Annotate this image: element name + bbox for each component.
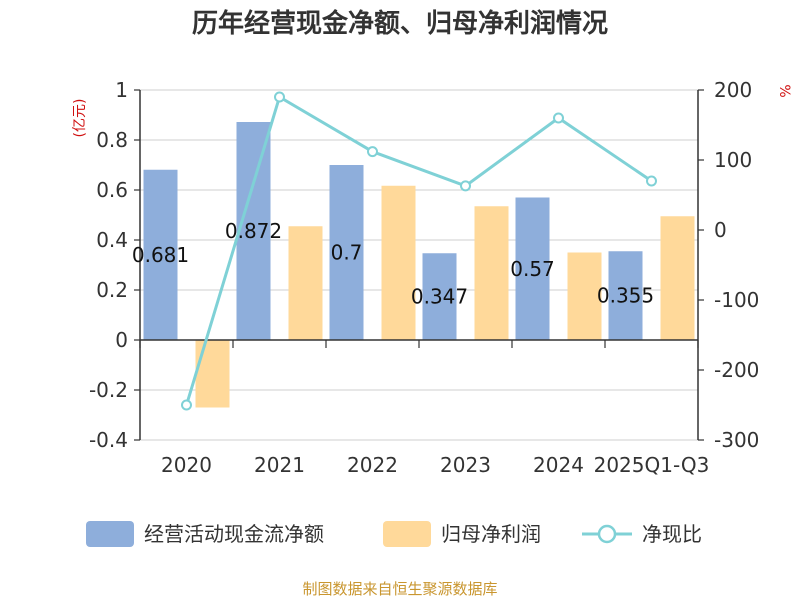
legend-label-ratio: 净现比	[642, 522, 702, 546]
legend-marker-ratio	[597, 524, 617, 544]
bars-group	[143, 122, 695, 408]
bar-parent-net-profit	[474, 206, 509, 340]
left-y-axis: 1 0.8 0.6 0.4 0.2 0 -0.2 -0.4	[89, 78, 141, 452]
bar-value-label: 0.57	[510, 257, 555, 281]
legend-swatch-operating-cash-flow	[86, 521, 134, 547]
legend: 经营活动现金流净额 归母净利润 净现比	[86, 521, 702, 547]
bar-parent-net-profit	[195, 340, 230, 408]
x-tick-label: 2021	[254, 453, 305, 477]
ratio-point	[553, 112, 564, 124]
ratio-point	[460, 180, 471, 192]
bar-value-label: 0.681	[132, 243, 189, 267]
right-tick-label: 0	[714, 218, 727, 242]
x-tick-label: 2024	[533, 453, 584, 477]
bar-operating-cash-flow	[422, 253, 457, 340]
bar-operating-cash-flow	[515, 197, 550, 340]
bar-value-label: 0.355	[597, 284, 654, 308]
x-tick-label: 2025Q1-Q3	[594, 453, 710, 477]
left-tick-label: 0.6	[96, 178, 128, 202]
legend-label-operating-cash-flow: 经营活动现金流净额	[144, 522, 324, 546]
legend-label-parent-net-profit: 归母净利润	[441, 522, 541, 546]
left-tick-label: 0.2	[96, 278, 128, 302]
right-tick-label: -200	[714, 358, 759, 382]
left-axis-unit: (亿元)	[72, 99, 88, 138]
left-tick-label: 0.4	[96, 228, 128, 252]
bar-operating-cash-flow	[329, 165, 364, 340]
bar-parent-net-profit	[381, 185, 416, 340]
ratio-point	[367, 146, 378, 158]
bar-parent-net-profit	[660, 216, 695, 340]
right-tick-label: 200	[714, 78, 752, 102]
bar-operating-cash-flow	[236, 122, 271, 340]
ratio-line	[185, 94, 653, 406]
ratio-point	[181, 399, 192, 411]
right-tick-label: 100	[714, 148, 752, 172]
bar-parent-net-profit	[567, 252, 602, 340]
left-tick-label: -0.2	[89, 378, 128, 402]
bar-operating-cash-flow	[608, 251, 643, 340]
ratio-point	[274, 91, 285, 103]
left-tick-label: 0.8	[96, 128, 128, 152]
right-tick-label: -100	[714, 288, 759, 312]
right-y-axis: 200 100 0 -100 -200 -300	[697, 78, 759, 452]
left-tick-label: 1	[115, 78, 128, 102]
bar-value-label: 0.872	[225, 219, 282, 243]
ratio-line-group	[181, 91, 657, 411]
left-tick-label: 0	[115, 328, 128, 352]
x-axis: 2020 2021 2022 2023 2024 2025Q1-Q3	[139, 339, 710, 477]
source-note: 制图数据来自恒生聚源数据库	[302, 580, 497, 598]
chart-title: 历年经营现金净额、归母净利润情况	[192, 8, 608, 39]
bar-parent-net-profit	[288, 226, 323, 340]
ratio-point	[646, 175, 657, 187]
bar-value-label: 0.7	[331, 241, 363, 265]
x-tick-label: 2022	[347, 453, 398, 477]
data-labels-group: 0.681 0.872 0.7 0.347 0.57 0.355	[132, 219, 654, 309]
bar-operating-cash-flow	[143, 169, 178, 340]
right-axis-unit: %	[776, 84, 792, 97]
legend-swatch-parent-net-profit	[383, 521, 431, 547]
left-tick-label: -0.4	[89, 428, 128, 452]
right-tick-label: -300	[714, 428, 759, 452]
x-tick-label: 2020	[161, 453, 212, 477]
bar-value-label: 0.347	[411, 285, 468, 309]
x-tick-label: 2023	[440, 453, 491, 477]
